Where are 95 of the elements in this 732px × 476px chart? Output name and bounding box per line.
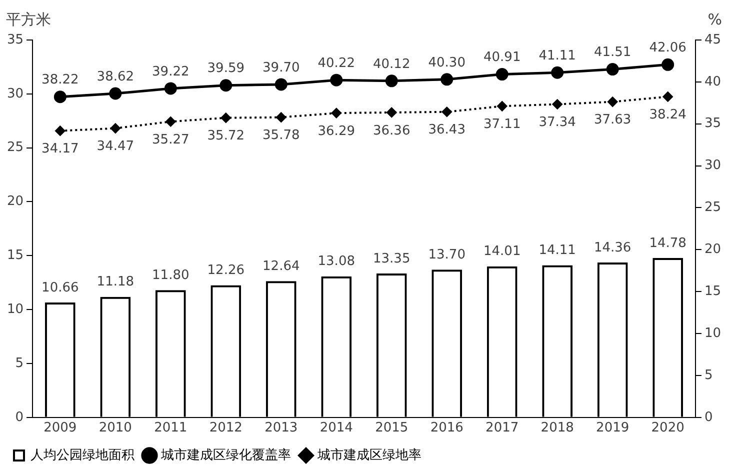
data-label: 35.27 [152, 132, 190, 148]
x-tick-label: 2014 [320, 420, 353, 436]
point [497, 101, 508, 112]
data-label: 36.29 [318, 124, 355, 139]
data-label: 38.62 [96, 69, 134, 84]
point [166, 116, 176, 127]
data-label: 36.43 [428, 122, 466, 138]
data-label: 13.08 [318, 254, 355, 270]
data-label: 37.34 [538, 115, 576, 130]
point [109, 87, 122, 100]
y2-tick-label: 0 [704, 410, 713, 425]
x-tick-label: 2011 [154, 420, 188, 436]
data-label: 41.11 [538, 48, 576, 64]
legend-label: 人均公园绿地面积 [30, 448, 134, 463]
y2-axis-title: % [708, 10, 722, 28]
data-label: 12.64 [262, 258, 300, 274]
point [331, 108, 342, 118]
data-label: 13.70 [428, 248, 466, 263]
data-label: 39.70 [262, 60, 300, 76]
y-tick-label: 15 [6, 248, 24, 264]
point [330, 74, 343, 86]
x-tick-label: 2010 [98, 420, 132, 436]
data-label: 42.06 [649, 40, 686, 56]
data-label: 37.63 [594, 112, 632, 128]
y-tick-label: 30 [6, 86, 24, 102]
y2-tick-label: 15 [704, 284, 722, 299]
x-tick-label: 2013 [264, 420, 298, 436]
data-label: 40.22 [318, 56, 355, 71]
x-tick-label: 2019 [596, 420, 630, 436]
data-label: 14.36 [594, 240, 632, 256]
y2-tick-label: 25 [704, 200, 722, 216]
x-tick-label: 2009 [44, 420, 77, 436]
point [385, 74, 398, 88]
data-label: 39.59 [207, 61, 244, 76]
y2-tick-label: 10 [704, 326, 722, 341]
legend-label: 城市建成区绿化覆盖率 [160, 446, 291, 463]
data-label: 14.78 [649, 236, 686, 251]
data-label: 11.80 [152, 268, 190, 284]
point [54, 90, 66, 104]
point [662, 58, 674, 71]
data-label: 35.72 [207, 128, 244, 144]
data-label: 12.26 [207, 263, 244, 278]
y2-tick-label: 5 [704, 368, 713, 383]
point [110, 123, 120, 134]
y-tick-label: 35 [6, 32, 24, 48]
data-label: 35.78 [262, 128, 300, 144]
point [496, 68, 508, 81]
y2-tick-label: 40 [704, 74, 722, 90]
data-label: 40.91 [484, 50, 521, 66]
data-label: 40.30 [428, 55, 466, 70]
point [608, 96, 618, 107]
point [442, 106, 452, 117]
data-label: 36.36 [373, 123, 410, 138]
data-label: 40.12 [373, 56, 410, 72]
y-tick-label: 25 [6, 140, 24, 156]
y2-tick-label: 35 [704, 116, 722, 132]
y-tick-label: 0 [15, 410, 24, 425]
x-tick-label: 2017 [486, 420, 519, 436]
point [276, 112, 286, 122]
data-label: 38.24 [649, 108, 686, 123]
y-tick-label: 20 [6, 194, 24, 210]
data-label: 39.22 [152, 64, 190, 80]
x-tick-label: 2015 [375, 420, 408, 436]
point [164, 82, 177, 95]
point [552, 99, 562, 110]
data-label: 34.47 [96, 139, 134, 154]
legend-label: 城市建成区绿地率 [316, 446, 422, 463]
data-label: 14.01 [484, 244, 521, 260]
point [662, 92, 673, 102]
point [386, 107, 397, 118]
point [440, 73, 454, 86]
point [606, 63, 619, 76]
y2-tick-label: 30 [704, 158, 722, 174]
y-axis-title: 平方米 [6, 10, 51, 28]
data-label: 10.66 [42, 280, 79, 296]
data-label: 37.11 [484, 117, 521, 132]
y2-tick-label: 45 [704, 32, 722, 48]
point [551, 66, 564, 79]
point [55, 126, 66, 136]
point [220, 112, 231, 123]
data-label: 14.11 [538, 243, 576, 258]
data-label: 34.17 [42, 142, 79, 157]
x-tick-label: 2020 [651, 420, 684, 436]
data-label: 41.51 [594, 45, 632, 60]
point [220, 79, 232, 92]
data-label: 13.35 [373, 251, 410, 266]
x-tick-label: 2018 [540, 420, 574, 436]
data-label: 38.22 [42, 72, 79, 88]
x-tick-label: 2012 [209, 420, 242, 436]
data-label: 11.18 [96, 274, 134, 290]
y2-tick-label: 20 [704, 242, 722, 258]
x-tick-label: 2016 [430, 420, 464, 436]
y-tick-label: 10 [6, 302, 24, 317]
y-tick-label: 5 [15, 356, 24, 371]
point [274, 78, 288, 91]
